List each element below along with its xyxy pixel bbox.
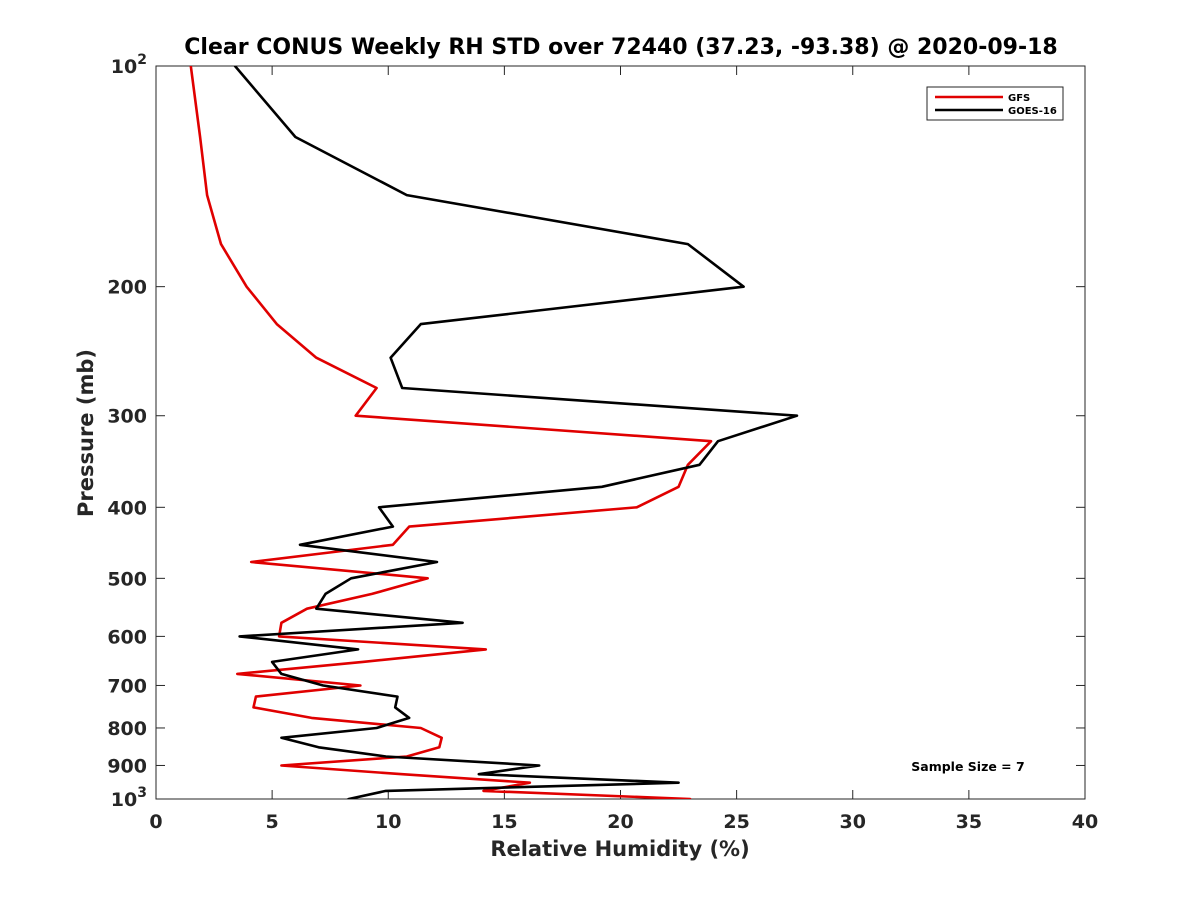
- plot-area-frame: [155, 65, 1086, 800]
- y-tick-exponent: 2: [137, 52, 147, 68]
- legend: GFS GOES-16: [926, 86, 1064, 121]
- x-tick-label: 30: [840, 811, 866, 833]
- series-lines: [189, 66, 799, 799]
- legend-label: GFS: [1008, 93, 1030, 104]
- y-tick-base: 10: [111, 789, 137, 811]
- plot-axes: [155, 65, 1086, 800]
- x-tick-label: 0: [149, 811, 162, 833]
- y-tick-label: 200: [107, 277, 147, 299]
- x-tick-label: 25: [723, 811, 749, 833]
- y-tick-label: 900: [107, 755, 147, 777]
- y-tick-label: 800: [107, 718, 147, 740]
- chart-title: Clear CONUS Weekly RH STD over 72440 (37…: [184, 35, 1057, 60]
- x-tick-label: 10: [375, 811, 401, 833]
- x-tick-label: 40: [1072, 811, 1098, 833]
- legend-box: [926, 86, 1064, 121]
- x-axis-label: Relative Humidity (%): [490, 837, 749, 861]
- sample-size-annotation: Sample Size = 7: [911, 759, 1024, 774]
- y-axis-label: Pressure (mb): [74, 349, 98, 517]
- y-tick-label: 103: [111, 785, 147, 811]
- y-tick-base: 10: [111, 56, 137, 78]
- series-line-goes-16: [233, 66, 799, 799]
- y-tick-label: 102: [111, 52, 147, 78]
- y-tick-label: 500: [107, 568, 147, 590]
- y-tick-label: 300: [107, 406, 147, 428]
- y-tick-label: 400: [107, 497, 147, 519]
- y-tick-label: 600: [107, 626, 147, 648]
- y-tick-label: 700: [107, 675, 147, 697]
- x-tick-label: 5: [266, 811, 279, 833]
- y-tick-exponent: 3: [137, 785, 147, 801]
- legend-label: GOES-16: [1008, 106, 1057, 117]
- x-axis-ticks: 0 5 10 15 20 25 30 35 40: [149, 66, 1098, 833]
- x-tick-label: 20: [607, 811, 633, 833]
- x-tick-label: 35: [956, 811, 982, 833]
- series-line-gfs: [189, 66, 713, 799]
- x-tick-label: 15: [491, 811, 517, 833]
